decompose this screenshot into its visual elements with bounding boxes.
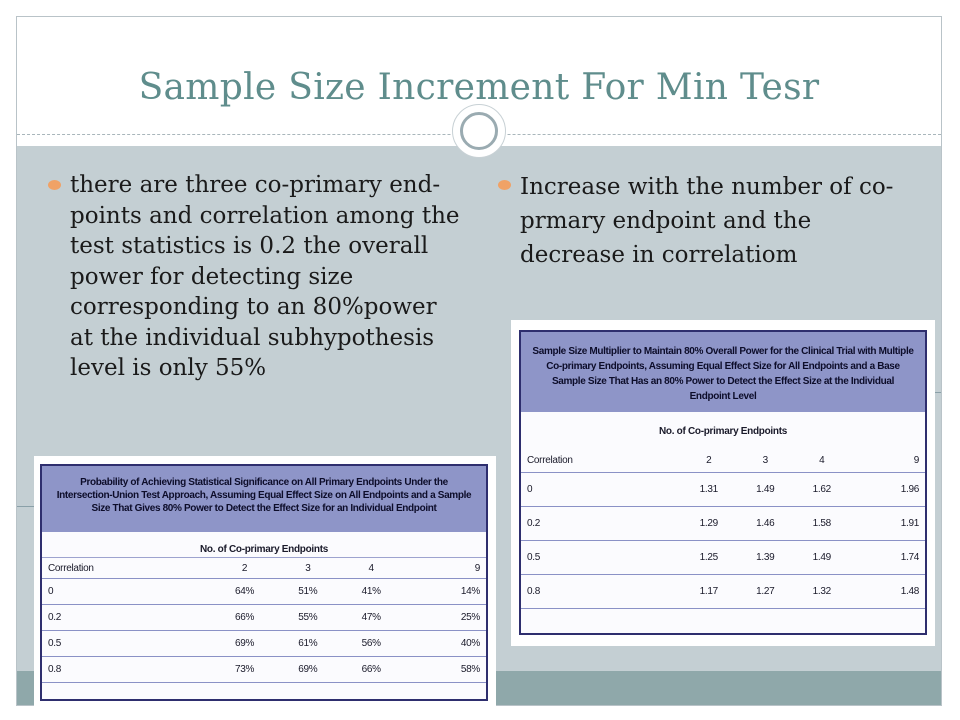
multiplier-table: Correlation 2 3 4 9 0 1.31 1.49 1.62 1.9… [521,448,925,609]
table-cell: 40% [402,630,486,657]
table-row: 0.5 1.25 1.39 1.49 1.74 [521,540,925,575]
table-header-row: Correlation 2 3 4 9 [42,558,486,579]
table-cell: 69% [276,656,340,683]
table-cell: 61% [276,630,340,657]
table-cell: 1.25 [680,540,738,575]
table-cell: 1.32 [793,574,850,609]
table-cell: 0 [521,472,681,507]
table-cell: 0.8 [42,656,213,683]
table-cell: 0.5 [42,630,213,657]
bullet-dot-icon [498,180,511,190]
table-cell: 1.39 [737,540,794,575]
table-group-header: No. of Co-primary Endpoints [658,426,787,437]
table-group-header: No. of Co-primary Endpoints [42,532,486,558]
table-cell: 1.74 [849,540,925,575]
table-cell: 47% [339,604,403,631]
table-cell: 51% [276,578,340,605]
column-header: Correlation [42,558,213,579]
table-cell: 1.62 [793,472,850,507]
slide-title: Sample Size Increment For Min Tesr [138,67,820,108]
table-frame: Probability of Achieving Statistical Sig… [40,464,488,701]
table-cell: 0.8 [521,574,681,609]
table-cell: 56% [339,630,403,657]
right-bullet: Increase with the number of co-prmary en… [498,170,918,272]
column-header: Correlation [521,448,681,473]
table-cell: 73% [212,656,277,683]
table-cell: 0 [42,578,213,605]
accent-line-right [935,392,941,393]
table-caption: Probability of Achieving Statistical Sig… [42,466,486,532]
table-row: 0.2 1.29 1.46 1.58 1.91 [521,506,925,541]
table-cell: 1.49 [793,540,850,575]
column-header: 3 [276,558,340,579]
column-header: 9 [849,448,925,473]
table-cell: 58% [402,656,486,683]
accent-line-left [17,506,37,507]
table-cell: 55% [276,604,340,631]
table-cell: 66% [212,604,277,631]
table-cell: 1.27 [737,574,794,609]
table-cell: 1.91 [849,506,925,541]
table-row: 0 64% 51% 41% 14% [42,578,486,605]
column-header: 9 [402,558,486,579]
sample-size-multiplier-table-image: Sample Size Multiplier to Maintain 80% O… [511,320,935,646]
table-cell: 1.58 [793,506,850,541]
table-row: 0.8 1.17 1.27 1.32 1.48 [521,574,925,609]
table-cell: 1.46 [737,506,794,541]
ring-inner [460,112,498,150]
table-row: 0.5 69% 61% 56% 40% [42,630,486,657]
table-row: 0.2 66% 55% 47% 25% [42,604,486,631]
column-header: 2 [680,448,738,473]
table-cell: 0.2 [42,604,213,631]
table-cell: 64% [212,578,277,605]
table-cell: 1.48 [849,574,925,609]
table-row: 0 1.31 1.49 1.62 1.96 [521,472,925,507]
probability-table: Correlation 2 3 4 9 0 64% 51% 41% 14% [42,558,486,683]
table-cell: 66% [339,656,403,683]
table-frame: Sample Size Multiplier to Maintain 80% O… [519,330,927,635]
column-header: 3 [737,448,794,473]
table-cell: 1.17 [680,574,738,609]
table-header-row: Correlation 2 3 4 9 [521,448,925,473]
right-bullet-text: Increase with the number of co-prmary en… [520,174,894,268]
left-bullet-text: there are three co-primary end-points an… [70,172,460,381]
table-cell: 1.31 [680,472,738,507]
column-header: 4 [793,448,850,473]
probability-table-image: Probability of Achieving Statistical Sig… [34,456,496,706]
table-cell: 0.2 [521,506,681,541]
table-cell: 69% [212,630,277,657]
table-cell: 1.29 [680,506,738,541]
table-cell: 25% [402,604,486,631]
table-cell: 0.5 [521,540,681,575]
table-cell: 41% [339,578,403,605]
table-cell: 1.49 [737,472,794,507]
left-bullet: there are three co-primary end-points an… [48,170,463,384]
ring-icon [452,104,506,158]
column-header: 2 [212,558,277,579]
table-cell: 14% [402,578,486,605]
table-caption: Sample Size Multiplier to Maintain 80% O… [521,332,925,412]
column-header: 4 [339,558,403,579]
table-cell: 1.96 [849,472,925,507]
bullet-dot-icon [48,180,61,190]
table-row: 0.8 73% 69% 66% 58% [42,656,486,683]
